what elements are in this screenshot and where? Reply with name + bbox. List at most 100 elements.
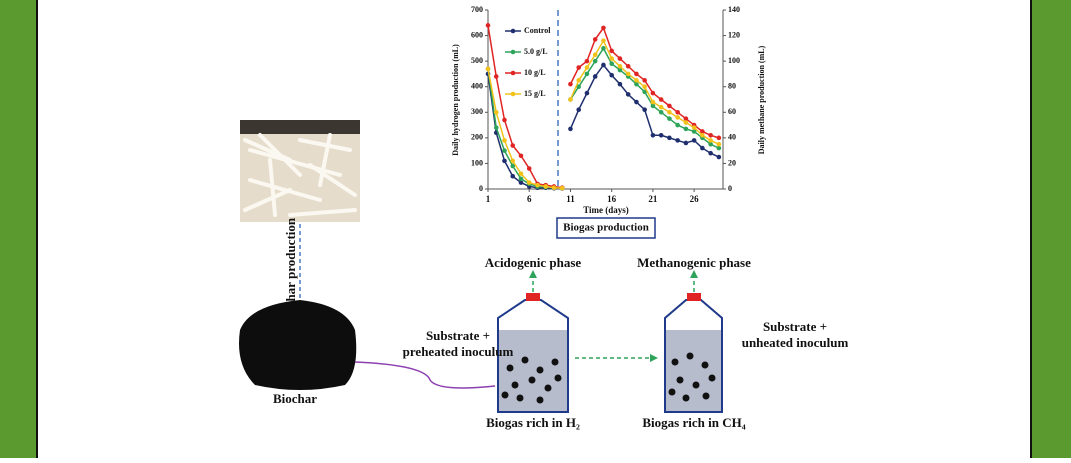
legend-marker xyxy=(510,70,516,76)
y2-tick-label: 40 xyxy=(728,133,736,142)
data-point xyxy=(518,153,524,159)
series-line xyxy=(569,46,720,149)
x-tick-label: 26 xyxy=(690,194,700,204)
data-point xyxy=(584,65,590,70)
data-point xyxy=(502,117,507,123)
data-point xyxy=(592,52,598,58)
gas-label: Biogas rich in H₂ xyxy=(486,415,580,430)
data-point xyxy=(518,171,524,176)
data-point xyxy=(502,138,507,143)
y2-tick-label: 0 xyxy=(728,184,732,193)
data-point xyxy=(658,104,664,110)
purple-arrow xyxy=(354,361,496,389)
data-point xyxy=(634,71,639,77)
data-point xyxy=(625,63,631,69)
data-point xyxy=(642,107,647,113)
left-rule xyxy=(36,0,38,458)
data-point xyxy=(658,133,664,138)
substrate-label: Substrate + xyxy=(763,319,827,334)
data-point xyxy=(502,148,507,153)
data-point xyxy=(667,103,672,109)
data-point xyxy=(493,109,499,115)
data-point xyxy=(510,163,516,169)
data-point xyxy=(708,133,713,138)
data-point xyxy=(576,65,582,70)
particles xyxy=(501,352,716,404)
data-point xyxy=(700,129,705,134)
data-point xyxy=(683,140,689,146)
y-tick-label: 600 xyxy=(471,30,483,39)
gas-label: Biogas rich in CH₄ xyxy=(642,415,745,430)
data-point xyxy=(576,107,582,113)
data-point xyxy=(700,145,705,151)
data-point xyxy=(584,58,590,64)
y2-tick-label: 20 xyxy=(728,158,736,167)
data-point xyxy=(493,125,499,130)
data-point xyxy=(502,158,507,164)
legend-marker xyxy=(510,91,516,97)
data-point xyxy=(601,46,606,51)
bottle-2 xyxy=(664,293,723,413)
data-point xyxy=(716,141,722,147)
substrate-label: preheated inoculum xyxy=(403,344,514,359)
series-line xyxy=(487,68,563,189)
data-point xyxy=(584,71,590,77)
data-point xyxy=(708,141,713,147)
data-point xyxy=(634,78,639,83)
y-tick-label: 200 xyxy=(471,133,483,142)
data-point xyxy=(683,120,689,125)
data-point xyxy=(716,145,722,151)
data-point xyxy=(609,72,614,78)
data-point xyxy=(667,116,672,121)
data-point xyxy=(642,78,647,83)
data-point xyxy=(691,138,697,143)
data-point xyxy=(609,61,614,66)
y2-tick-label: 100 xyxy=(728,56,740,65)
data-point xyxy=(485,23,491,28)
right-rule xyxy=(1030,0,1032,458)
right-border xyxy=(1032,0,1071,458)
y2-tick-label: 120 xyxy=(728,30,740,39)
y-tick-label: 500 xyxy=(471,56,483,65)
data-point xyxy=(568,81,573,87)
data-point xyxy=(683,116,689,121)
data-point xyxy=(716,135,722,141)
data-point xyxy=(650,90,656,96)
data-point xyxy=(617,67,623,73)
data-point xyxy=(675,109,680,115)
data-point xyxy=(535,182,540,188)
y2-tick-label: 140 xyxy=(728,5,740,14)
legend-label: 10 g/L xyxy=(524,68,546,77)
data-point xyxy=(617,63,623,69)
data-point xyxy=(691,129,697,134)
data-point xyxy=(592,37,598,42)
data-point xyxy=(716,154,722,160)
data-point xyxy=(609,48,614,54)
y-tick-label: 100 xyxy=(471,158,483,167)
data-point xyxy=(675,122,680,128)
data-point xyxy=(609,56,614,61)
data-point xyxy=(683,126,689,132)
gas-arrows xyxy=(532,276,695,359)
data-point xyxy=(493,74,499,79)
series-line xyxy=(487,25,563,189)
data-point xyxy=(634,99,639,105)
data-point xyxy=(518,176,524,182)
legend-marker xyxy=(510,49,516,55)
data-point xyxy=(634,81,639,87)
data-point xyxy=(658,109,664,115)
data-point xyxy=(617,81,623,87)
substrate-label: unheated inoculum xyxy=(742,335,849,350)
y2-tick-label: 60 xyxy=(728,107,736,116)
y-tick-label: 300 xyxy=(471,107,483,116)
data-point xyxy=(625,71,631,77)
data-point xyxy=(510,158,516,164)
x-tick-label: 16 xyxy=(607,194,617,204)
data-point xyxy=(658,97,664,102)
data-point xyxy=(551,185,557,191)
data-point xyxy=(691,125,697,130)
data-point xyxy=(667,109,672,115)
x-axis-label: Time (days) xyxy=(583,205,629,215)
